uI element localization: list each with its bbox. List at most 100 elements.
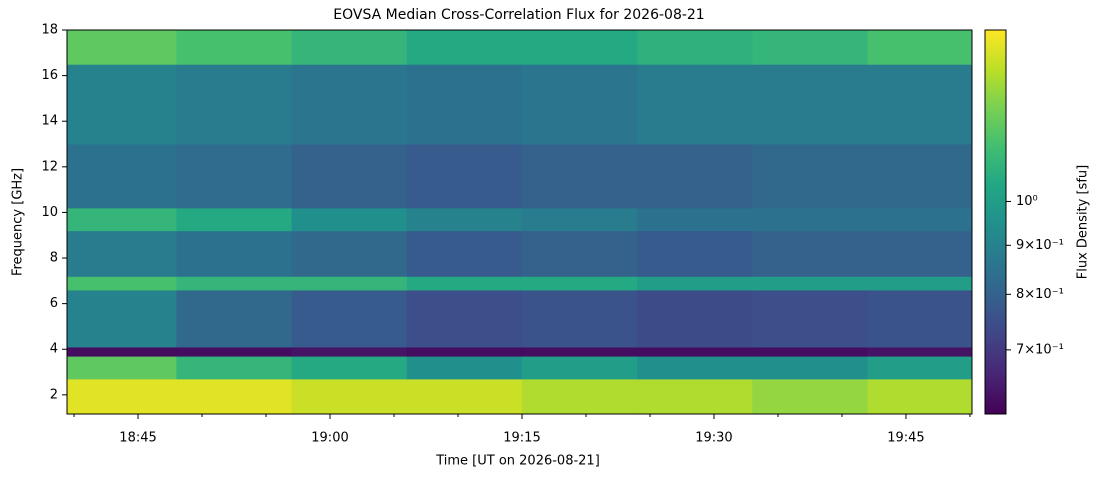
heatmap-cell — [67, 30, 177, 65]
heatmap-cell — [867, 144, 973, 209]
heatmap-cell — [637, 378, 753, 415]
heatmap-cell — [176, 356, 293, 380]
heatmap-cell — [867, 289, 973, 348]
heatmap-cell — [752, 30, 869, 65]
x-tick-label: 19:15 — [503, 431, 540, 446]
colorbar-tick-label: 8×10⁻¹ — [1016, 287, 1064, 302]
heatmap-cell — [291, 346, 408, 357]
x-tick-label: 19:00 — [311, 431, 348, 446]
heatmap-cell — [867, 276, 973, 291]
heatmap-cell — [176, 276, 293, 291]
heatmap-cell — [406, 64, 523, 145]
heatmap-cell — [67, 64, 177, 145]
heatmap-cell — [176, 64, 293, 145]
heatmap-cell — [752, 144, 869, 209]
heatmap-cell — [637, 356, 753, 380]
heatmap-cell — [291, 64, 408, 145]
heatmap-cell — [752, 207, 869, 232]
heatmap-cell — [176, 378, 293, 415]
heatmap-cell — [867, 346, 973, 357]
heatmap-cell — [867, 356, 973, 380]
heatmap-cell — [406, 356, 523, 380]
heatmap-cell — [291, 207, 408, 232]
heatmap-cell — [752, 356, 869, 380]
heatmap-cell — [406, 207, 523, 232]
heatmap-cell — [291, 30, 408, 65]
heatmap-cell — [521, 356, 638, 380]
heatmap-cell — [67, 346, 177, 357]
heatmap-cell — [867, 230, 973, 277]
plot-frame — [66, 29, 973, 415]
heatmap-cell — [521, 289, 638, 348]
heatmap-cell — [752, 64, 869, 145]
heatmap-cell — [867, 30, 973, 65]
x-axis-label: Time [UT on 2026-08-21] — [435, 454, 600, 469]
heatmap-cell — [291, 378, 408, 415]
heatmap-cell — [67, 276, 177, 291]
heatmap-cell — [406, 346, 523, 357]
y-tick-label: 2 — [50, 387, 58, 402]
heatmap-cell — [521, 378, 638, 415]
heatmap-cell — [406, 276, 523, 291]
y-tick-label: 16 — [41, 68, 58, 83]
heatmap-cell — [406, 378, 523, 415]
heatmap-cell — [406, 30, 523, 65]
heatmap-cell — [867, 207, 973, 232]
heatmap-cell — [291, 230, 408, 277]
heatmap-cell — [176, 230, 293, 277]
heatmap-cell — [176, 207, 293, 232]
heatmap-cell — [406, 289, 523, 348]
heatmap-cell — [176, 346, 293, 357]
heatmap-cell — [637, 207, 753, 232]
heatmap-cell — [406, 230, 523, 277]
heatmap-cell — [176, 30, 293, 65]
heatmap-cell — [752, 276, 869, 291]
colorbar-tick-label: 10⁰ — [1016, 194, 1038, 209]
x-tick-label: 19:45 — [887, 431, 924, 446]
heatmap-cell — [67, 207, 177, 232]
heatmap-cell — [752, 289, 869, 348]
heatmap-cell — [637, 144, 753, 209]
heatmap-cell — [637, 289, 753, 348]
heatmap-cell — [521, 144, 638, 209]
colorbar-label: Flux Density [sfu] — [1076, 165, 1091, 279]
heatmap-cell — [67, 289, 177, 348]
heatmap-cell — [521, 207, 638, 232]
heatmap-cell — [406, 144, 523, 209]
y-tick-label: 18 — [41, 23, 58, 38]
heatmap-cell — [867, 378, 973, 415]
heatmap-cell — [867, 64, 973, 145]
heatmap-cell — [521, 30, 638, 65]
heatmap-cell — [637, 346, 753, 357]
heatmap-cell — [521, 346, 638, 357]
x-tick-label: 18:45 — [119, 431, 156, 446]
heatmap-cell — [176, 144, 293, 209]
heatmap-cell — [637, 276, 753, 291]
heatmap-cell — [291, 144, 408, 209]
heatmap-cell — [521, 276, 638, 291]
heatmap-cell — [67, 144, 177, 209]
y-tick-label: 14 — [41, 114, 58, 129]
heatmap-cell — [521, 230, 638, 277]
heatmap-cell — [291, 276, 408, 291]
colorbar-tick-label: 7×10⁻¹ — [1016, 342, 1064, 357]
colorbar — [984, 29, 1007, 415]
heatmap-cell — [67, 378, 177, 415]
heatmap — [67, 30, 973, 415]
heatmap-cell — [637, 230, 753, 277]
heatmap-cell — [752, 378, 869, 415]
heatmap-cell — [752, 346, 869, 357]
y-tick-label: 10 — [41, 205, 58, 220]
y-tick-label: 6 — [50, 296, 58, 311]
heatmap-cell — [67, 356, 177, 380]
x-tick-label: 19:30 — [695, 431, 732, 446]
y-tick-label: 4 — [50, 342, 58, 357]
heatmap-cell — [637, 64, 753, 145]
heatmap-cell — [752, 230, 869, 277]
heatmap-cell — [176, 289, 293, 348]
heatmap-cell — [521, 64, 638, 145]
heatmap-cell — [637, 30, 753, 65]
y-axis-label: Frequency [GHz] — [11, 168, 26, 276]
heatmap-cell — [291, 289, 408, 348]
